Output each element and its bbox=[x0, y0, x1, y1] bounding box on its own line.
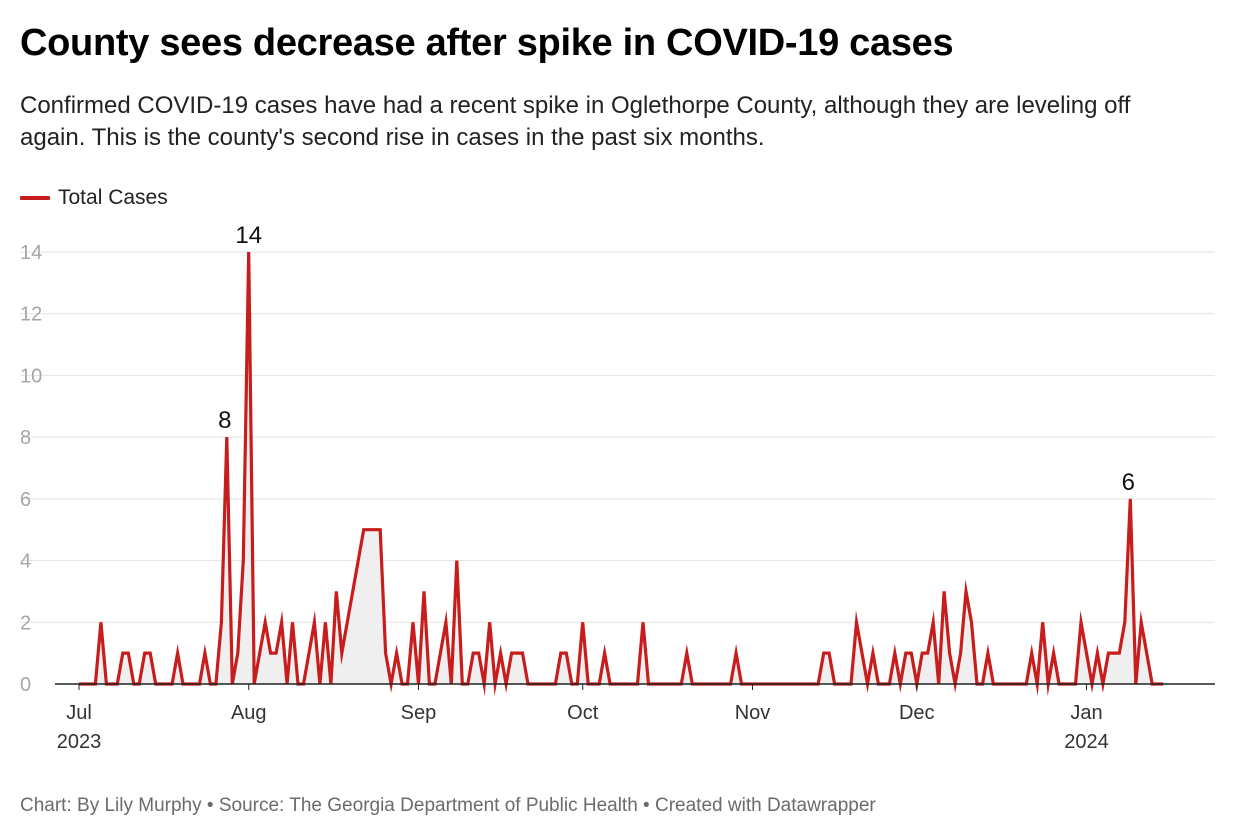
y-tick-label: 6 bbox=[20, 489, 31, 511]
legend-line-swatch bbox=[20, 196, 50, 200]
series-area-total-cases bbox=[79, 252, 1164, 684]
chart-title: County sees decrease after spike in COVI… bbox=[20, 22, 954, 64]
y-tick-label: 14 bbox=[20, 242, 42, 264]
area-fill-layer bbox=[79, 252, 1164, 684]
chart-footer: Chart: By Lily Murphy • Source: The Geor… bbox=[20, 795, 876, 817]
legend: Total Cases bbox=[20, 185, 168, 211]
footer-chart-by: Chart: By Lily Murphy bbox=[20, 795, 202, 816]
footer-separator-1: • bbox=[201, 795, 219, 816]
x-tick-label: Jul bbox=[66, 702, 92, 724]
chart-subtitle: Confirmed COVID-19 cases have had a rece… bbox=[20, 92, 1131, 151]
footer-created: Created with Datawrapper bbox=[655, 795, 876, 816]
annotation-label: 6 bbox=[1122, 469, 1135, 496]
footer-separator-2: • bbox=[637, 795, 655, 816]
y-tick-label: 10 bbox=[20, 365, 42, 387]
x-tick-label: Jan bbox=[1070, 702, 1102, 724]
series-line-layer bbox=[79, 251, 1164, 697]
footer-source: Source: The Georgia Department of Public… bbox=[218, 795, 638, 816]
annotation-label: 14 bbox=[235, 222, 262, 249]
x-tick-label: Dec bbox=[899, 702, 935, 724]
y-tick-label: 8 bbox=[20, 427, 31, 449]
x-tick-label: Nov bbox=[735, 702, 771, 724]
annotation-label: 8 bbox=[218, 407, 231, 434]
x-tick-year-label: 2024 bbox=[1064, 731, 1109, 753]
legend-label-total-cases: Total Cases bbox=[58, 186, 168, 209]
y-tick-label: 12 bbox=[20, 304, 42, 326]
y-tick-label: 0 bbox=[20, 674, 31, 696]
x-tick-label: Sep bbox=[401, 702, 437, 724]
y-tick-label: 4 bbox=[20, 551, 31, 573]
axes: 0 2 4 6 8 10 12 14 Jul 2023 Aug Sep Oct Nov Dec Jan 2024 bbox=[20, 242, 1215, 753]
x-tick-label: Oct bbox=[567, 702, 599, 724]
annotation-labels: 8 14 6 bbox=[218, 222, 1135, 496]
x-tick-label: Aug bbox=[231, 702, 267, 724]
x-tick-year-label: 2023 bbox=[57, 731, 102, 753]
y-tick-label: 2 bbox=[20, 612, 31, 634]
gridlines bbox=[20, 251, 1215, 623]
series-line-total-cases bbox=[79, 251, 1164, 697]
